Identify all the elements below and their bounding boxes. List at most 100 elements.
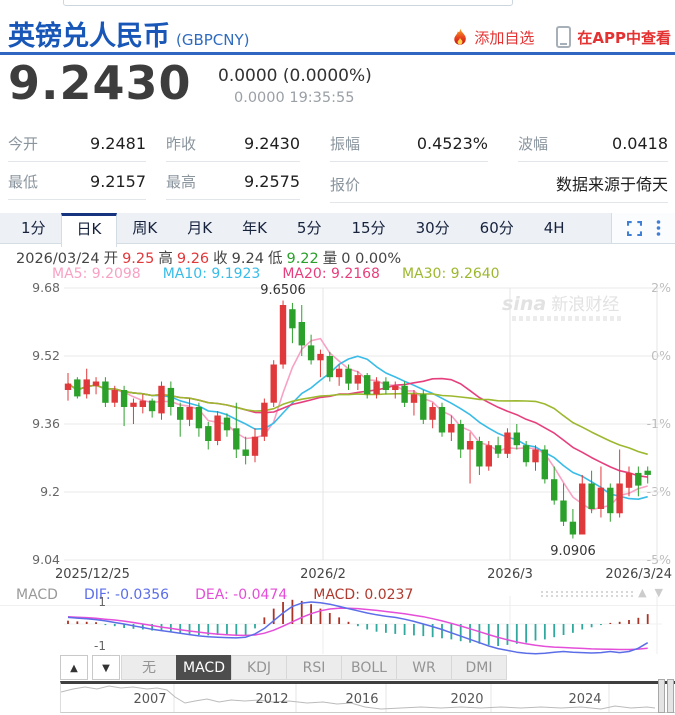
candle: [223, 417, 231, 431]
period-tab-60分[interactable]: 60分: [479, 219, 514, 237]
candle: [625, 472, 633, 488]
low-annotation: 9.0906: [550, 544, 596, 559]
candle: [242, 449, 249, 456]
indicator-tab-无[interactable]: 无: [121, 655, 177, 680]
candle: [522, 445, 530, 463]
stat-label: 今开: [8, 135, 39, 153]
instrument-header: 英镑兑人民币 (GBPCNY): [8, 14, 250, 53]
indicator-tab-MACD[interactable]: MACD: [176, 655, 232, 680]
candle: [560, 500, 567, 522]
history-sparkline: [60, 685, 656, 710]
ma-legend-item: MA30: 9.2640: [401, 266, 500, 282]
candlestick-chart[interactable]: 9.68 2% 9.52 0% 9.36 -1% 9.2 -3% 9.04 -5% 9.6506 9.…: [0, 280, 675, 567]
instrument-symbol: (GBPCNY): [176, 31, 250, 49]
candle: [205, 426, 212, 441]
candle: [597, 487, 605, 509]
stat-label: 最高: [166, 173, 197, 191]
high-annotation: 9.6506: [260, 283, 306, 298]
handle-bar[interactable]: [667, 679, 674, 713]
page-title: 英镑兑人民币: [8, 21, 170, 52]
stat-label: 振幅: [330, 135, 361, 153]
y-axis-percent-label: -1%: [647, 416, 671, 431]
pager-down-icon[interactable]: ▼: [654, 586, 671, 599]
candle: [401, 385, 408, 403]
period-tab-年K[interactable]: 年K: [242, 219, 267, 237]
period-tab-bar: 1分 日K 周K 月K 年K 5分 15分 30分 60分 4H: [0, 213, 675, 247]
panel-resize-grip[interactable]: [541, 591, 635, 599]
navigator-handle[interactable]: [658, 679, 674, 713]
period-tab-4H[interactable]: 4H: [543, 219, 565, 237]
stat-波幅: 波幅 0.0418: [518, 133, 668, 162]
search-input[interactable]: [63, 0, 513, 6]
candle: [345, 368, 352, 384]
x-axis-label: 2025/12/25: [55, 567, 130, 582]
y-axis-label: 9.52: [32, 348, 60, 363]
pager-up-icon[interactable]: ▲: [638, 586, 655, 599]
ma-legend: MA5: 9.2098 MA10: 9.1923 MA20: 9.2168 MA30:…: [52, 266, 522, 282]
period-tab-日K[interactable]: 日K: [60, 213, 118, 247]
sina-watermark: sina 新浪财经: [502, 290, 622, 321]
ohlc-part: 量: [322, 251, 338, 267]
indicator-tab-KDJ[interactable]: KDJ: [231, 655, 287, 680]
scroll-right-button[interactable]: ▼: [92, 655, 120, 680]
header-divider: [0, 52, 675, 55]
candle: [120, 390, 128, 407]
ohlc-part: 9.22: [286, 251, 319, 267]
flame-icon: [454, 28, 467, 45]
candle: [139, 400, 146, 407]
candle: [616, 483, 623, 514]
indicator-tab-BOLL[interactable]: BOLL: [341, 655, 397, 680]
indicator-tab-RSI[interactable]: RSI: [286, 655, 342, 680]
candle: [354, 375, 361, 384]
macd-y-label: -1: [94, 639, 106, 653]
period-tab-周K[interactable]: 周K: [132, 219, 158, 237]
watermark-brand: sina: [502, 293, 547, 315]
navigator-year-label: 2024: [568, 692, 601, 707]
handle-bar[interactable]: [658, 679, 665, 713]
watermark-text: 新浪财经: [551, 295, 620, 315]
ohlc-part: 9.25: [122, 251, 155, 267]
ma-legend-item: MA20: 9.2168: [282, 266, 380, 282]
fullscreen-icon[interactable]: [626, 220, 642, 236]
ohlc-part: 9.24: [231, 251, 264, 267]
candle: [317, 353, 324, 361]
indicator-pager: ▲▼: [638, 586, 671, 599]
timeline-navigator[interactable]: 2007 2012 2016 2020 2024: [60, 681, 675, 713]
macd-legend-item: MACD: 0.0237: [313, 587, 414, 603]
add-watchlist-button[interactable]: 添加自选: [452, 27, 534, 48]
view-in-app-button[interactable]: 在APP中查看: [556, 26, 671, 48]
candle: [251, 436, 259, 456]
candle: [326, 356, 333, 378]
period-tab-15分[interactable]: 15分: [351, 219, 386, 237]
price-change: 0.0000 (0.0000%): [218, 66, 372, 86]
candle: [177, 407, 184, 420]
stat-value: 数据来源于倚天: [555, 175, 668, 194]
macd-legend-item: DIF: -0.0356: [83, 587, 170, 603]
candle: [513, 432, 520, 446]
candle: [92, 381, 100, 386]
navigator-year-label: 2012: [255, 692, 288, 707]
ohlc-part: 0 0.00%: [341, 251, 402, 267]
period-tab-月K[interactable]: 月K: [187, 219, 213, 237]
period-tab-30分[interactable]: 30分: [415, 219, 450, 237]
y-axis-percent-label: 0%: [651, 348, 671, 363]
scroll-left-button[interactable]: ▲: [60, 655, 88, 680]
period-tab-1分[interactable]: 1分: [21, 219, 46, 237]
y-axis-label: 9.2: [40, 484, 60, 499]
more-options-icon[interactable]: [656, 220, 661, 236]
y-axis-label: 9.68: [32, 283, 60, 295]
y-axis-label: 9.04: [32, 552, 60, 565]
candle: [494, 445, 502, 454]
y-axis-percent-label: -5%: [647, 552, 671, 565]
candle: [64, 383, 72, 390]
macd-chart[interactable]: 1 -1: [0, 594, 675, 656]
candle: [195, 407, 203, 429]
stat-报价: 报价 数据来源于倚天: [330, 171, 668, 203]
period-tab-5分[interactable]: 5分: [296, 219, 322, 237]
stat-value: 0.0418: [612, 134, 668, 153]
candle: [130, 402, 137, 407]
indicator-tab-DMI[interactable]: DMI: [451, 655, 507, 680]
ohlc-readout: 2026/03/24 开 9.25 高 9.26 收 9.24 低 9.22 量 0 0.00%: [16, 247, 405, 268]
candle: [261, 402, 268, 437]
indicator-tab-WR[interactable]: WR: [396, 655, 452, 680]
